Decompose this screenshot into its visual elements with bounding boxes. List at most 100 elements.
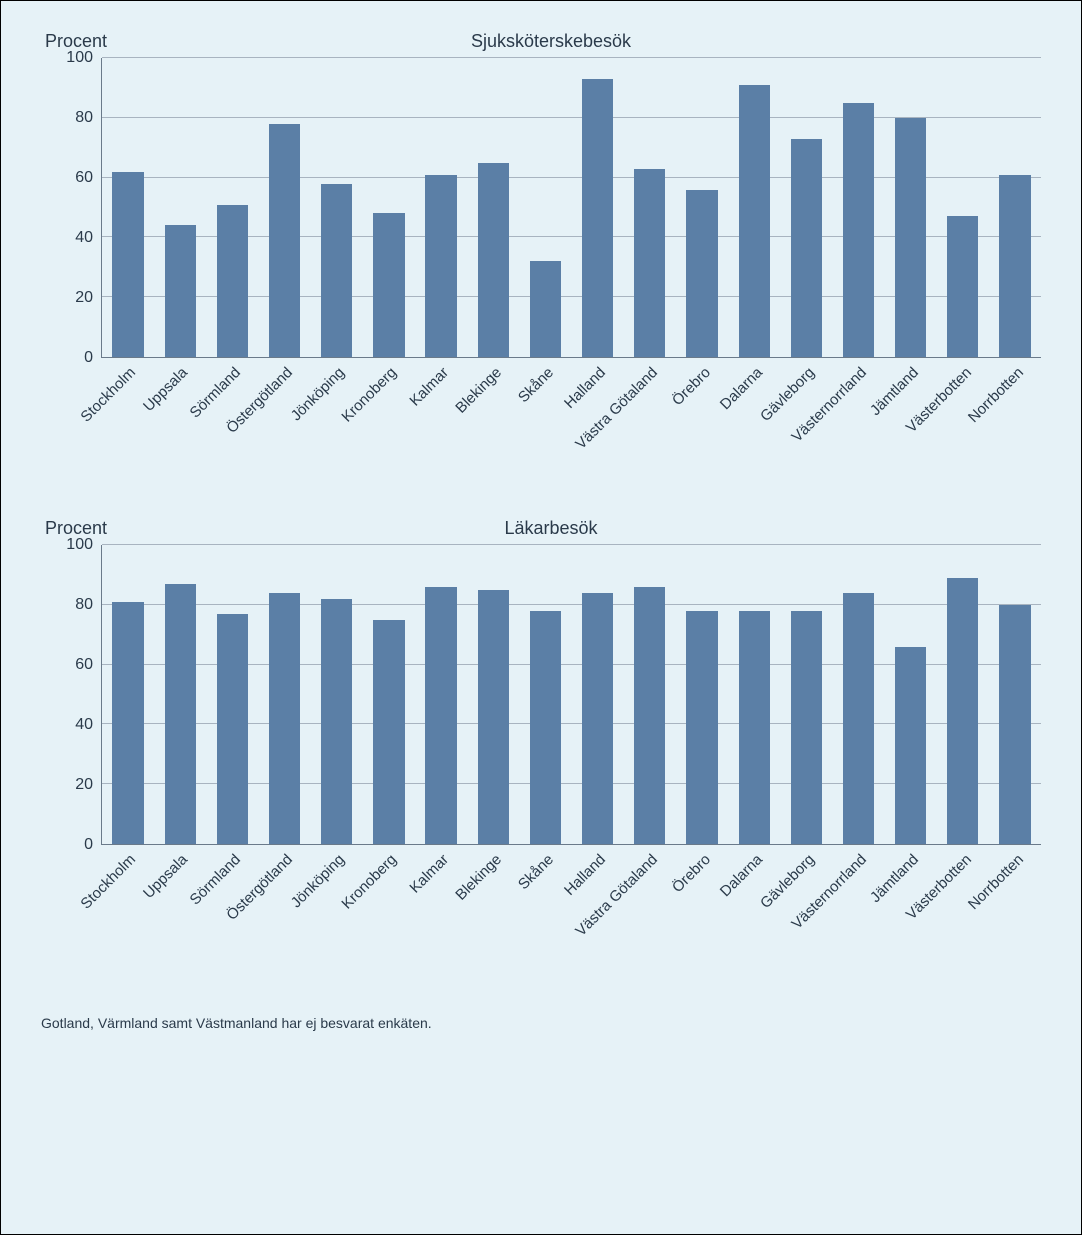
bar (634, 169, 665, 357)
x-label-slot: Skåne (519, 845, 571, 995)
x-label: Skåne (515, 851, 557, 893)
x-labels: StockholmUppsalaSörmlandÖstergötlandJönk… (101, 845, 1041, 995)
bar (373, 213, 404, 357)
bar (217, 614, 248, 844)
bar-slot (728, 545, 780, 844)
x-label-slot: Östergötland (258, 358, 310, 508)
page: ProcentSjuksköterskebesök020406080100Sto… (0, 0, 1082, 1235)
bar-slot (259, 58, 311, 357)
y-tick: 80 (75, 596, 93, 614)
x-label-slot: Jämtland (884, 845, 936, 995)
bar-slot (259, 545, 311, 844)
x-label: Stockholm (78, 364, 140, 426)
x-label: Kalmar (407, 851, 453, 897)
bar-slot (572, 545, 624, 844)
bar (112, 172, 143, 357)
bar-slot (780, 545, 832, 844)
bar-slot (676, 545, 728, 844)
y-tick: 40 (75, 229, 93, 247)
chart-0: ProcentSjuksköterskebesök020406080100Sto… (41, 31, 1041, 508)
x-label-slot: Skåne (519, 358, 571, 508)
y-tick: 40 (75, 716, 93, 734)
bar (634, 587, 665, 844)
bar-slot (102, 545, 154, 844)
x-label-slot: Blekinge (467, 358, 519, 508)
bar-slot (311, 545, 363, 844)
bar (530, 261, 561, 357)
bar (530, 611, 561, 844)
bar (425, 587, 456, 844)
bar-slot (311, 58, 363, 357)
chart-header: ProcentLäkarbesök (41, 518, 1041, 539)
bar-slot (832, 545, 884, 844)
bar (739, 85, 770, 357)
bar (843, 103, 874, 357)
x-label-slot: Västerbotten (937, 358, 989, 508)
bar-slot (676, 58, 728, 357)
x-label-slot: Västerbotten (937, 845, 989, 995)
bar (947, 216, 978, 357)
bar-slot (624, 545, 676, 844)
bar (425, 175, 456, 357)
bar (269, 593, 300, 844)
bar (165, 584, 196, 844)
bar (895, 118, 926, 357)
x-label-slot: Jämtland (884, 358, 936, 508)
y-tick: 0 (84, 349, 93, 367)
chart-header: ProcentSjuksköterskebesök (41, 31, 1041, 52)
plot-wrap: 020406080100 (41, 58, 1041, 358)
bar-slot (519, 58, 571, 357)
x-label-slot: Stockholm (101, 845, 153, 995)
y-tick: 100 (66, 49, 93, 67)
x-label-slot: Örebro (675, 358, 727, 508)
bar (165, 225, 196, 357)
bar-slot (989, 545, 1041, 844)
x-label-slot: Jönköping (310, 845, 362, 995)
bar-slot (885, 545, 937, 844)
y-tick: 20 (75, 776, 93, 794)
chart-1: ProcentLäkarbesök020406080100StockholmUp… (41, 518, 1041, 995)
y-tick: 0 (84, 836, 93, 854)
y-tick: 20 (75, 289, 93, 307)
y-axis: 020406080100 (41, 58, 101, 358)
x-label-slot: Jönköping (310, 358, 362, 508)
plot-area (101, 545, 1041, 845)
bar (686, 611, 717, 844)
footnote: Gotland, Värmland samt Västmanland har e… (41, 1015, 1041, 1031)
y-tick: 80 (75, 109, 93, 127)
plot-wrap: 020406080100 (41, 545, 1041, 845)
bar (739, 611, 770, 844)
x-label-slot: Östergötland (258, 845, 310, 995)
x-label-slot: Örebro (675, 845, 727, 995)
bar (321, 184, 352, 357)
bar (791, 611, 822, 844)
charts-container: ProcentSjuksköterskebesök020406080100Sto… (1, 31, 1081, 995)
x-label-slot: Kronoberg (362, 358, 414, 508)
bar (999, 175, 1030, 357)
bar (582, 79, 613, 357)
bar (947, 578, 978, 844)
x-label-slot: Norrbotten (989, 358, 1041, 508)
x-label: Stockholm (78, 851, 140, 913)
x-label: Örebro (669, 364, 714, 409)
x-label-slot: Västernorrland (832, 845, 884, 995)
x-label-slot: Västernorrland (832, 358, 884, 508)
bar (321, 599, 352, 844)
bar (217, 205, 248, 357)
x-label: Örebro (669, 851, 714, 896)
bar-slot (572, 58, 624, 357)
bar (582, 593, 613, 844)
bar (843, 593, 874, 844)
bar-slot (206, 58, 258, 357)
bar-slot (102, 58, 154, 357)
x-label-slot: Dalarna (728, 845, 780, 995)
bar-slot (728, 58, 780, 357)
chart-title: Sjuksköterskebesök (121, 31, 1041, 52)
bar-slot (937, 545, 989, 844)
y-tick: 100 (66, 536, 93, 554)
bars (102, 58, 1041, 357)
bar (478, 590, 509, 844)
x-label-slot: Stockholm (101, 358, 153, 508)
bar (895, 647, 926, 844)
bar-slot (206, 545, 258, 844)
